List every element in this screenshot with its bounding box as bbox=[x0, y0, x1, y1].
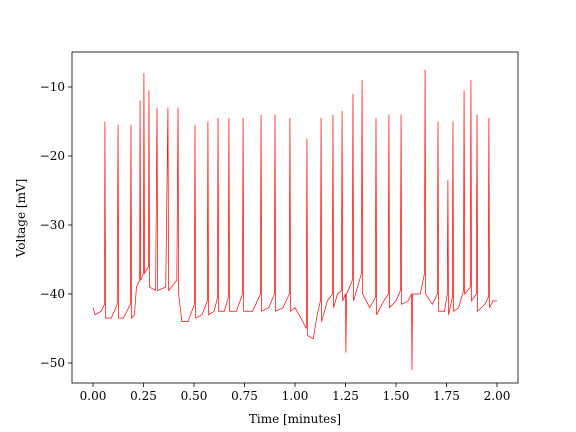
y-tick-label: −30 bbox=[40, 218, 65, 232]
y-tick-label: −50 bbox=[40, 356, 65, 370]
x-tick-label: 1.50 bbox=[383, 389, 410, 403]
voltage-trace bbox=[92, 69, 497, 370]
x-tick-label: 0.50 bbox=[181, 389, 208, 403]
y-tick-label: −40 bbox=[40, 287, 65, 301]
y-tick-label: −20 bbox=[40, 149, 65, 163]
x-tick-label: 2.00 bbox=[484, 389, 511, 403]
y-tick-label: −10 bbox=[40, 80, 65, 94]
x-tick-label: 1.25 bbox=[332, 389, 359, 403]
y-axis-label: Voltage [mV] bbox=[14, 179, 28, 259]
x-axis-label: Time [minutes] bbox=[249, 412, 341, 426]
plot-frame bbox=[71, 51, 519, 384]
x-tick-label: 1.00 bbox=[282, 389, 309, 403]
x-tick-label: 0.00 bbox=[80, 389, 107, 403]
x-tick-label: 0.25 bbox=[130, 389, 157, 403]
x-tick-label: 1.75 bbox=[433, 389, 460, 403]
x-tick-label: 0.75 bbox=[231, 389, 258, 403]
